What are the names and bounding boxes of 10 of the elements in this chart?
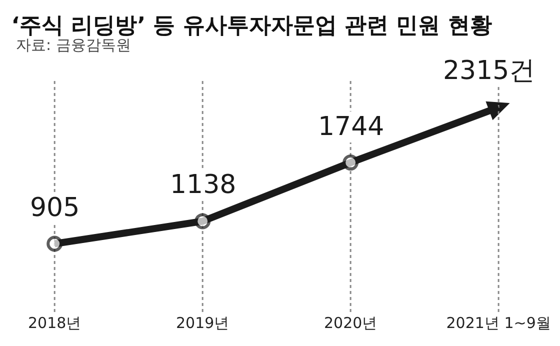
data-label: 1744	[318, 112, 384, 142]
data-label: 1138	[170, 170, 236, 200]
x-tick-label: 2019년	[176, 314, 230, 332]
x-tick-label: 2020년	[324, 314, 378, 332]
chart-subtitle: 자료: 금융감독원	[16, 36, 131, 54]
data-label: 2315건	[443, 56, 536, 86]
x-tick-label: 2018년	[28, 314, 82, 332]
x-tick-label: 2021년 1~9월	[446, 314, 551, 332]
chart-title: ‘주식 리딩방’ 등 유사투자자문업 관련 민원 현황	[11, 14, 492, 39]
data-label: 905	[30, 193, 80, 223]
